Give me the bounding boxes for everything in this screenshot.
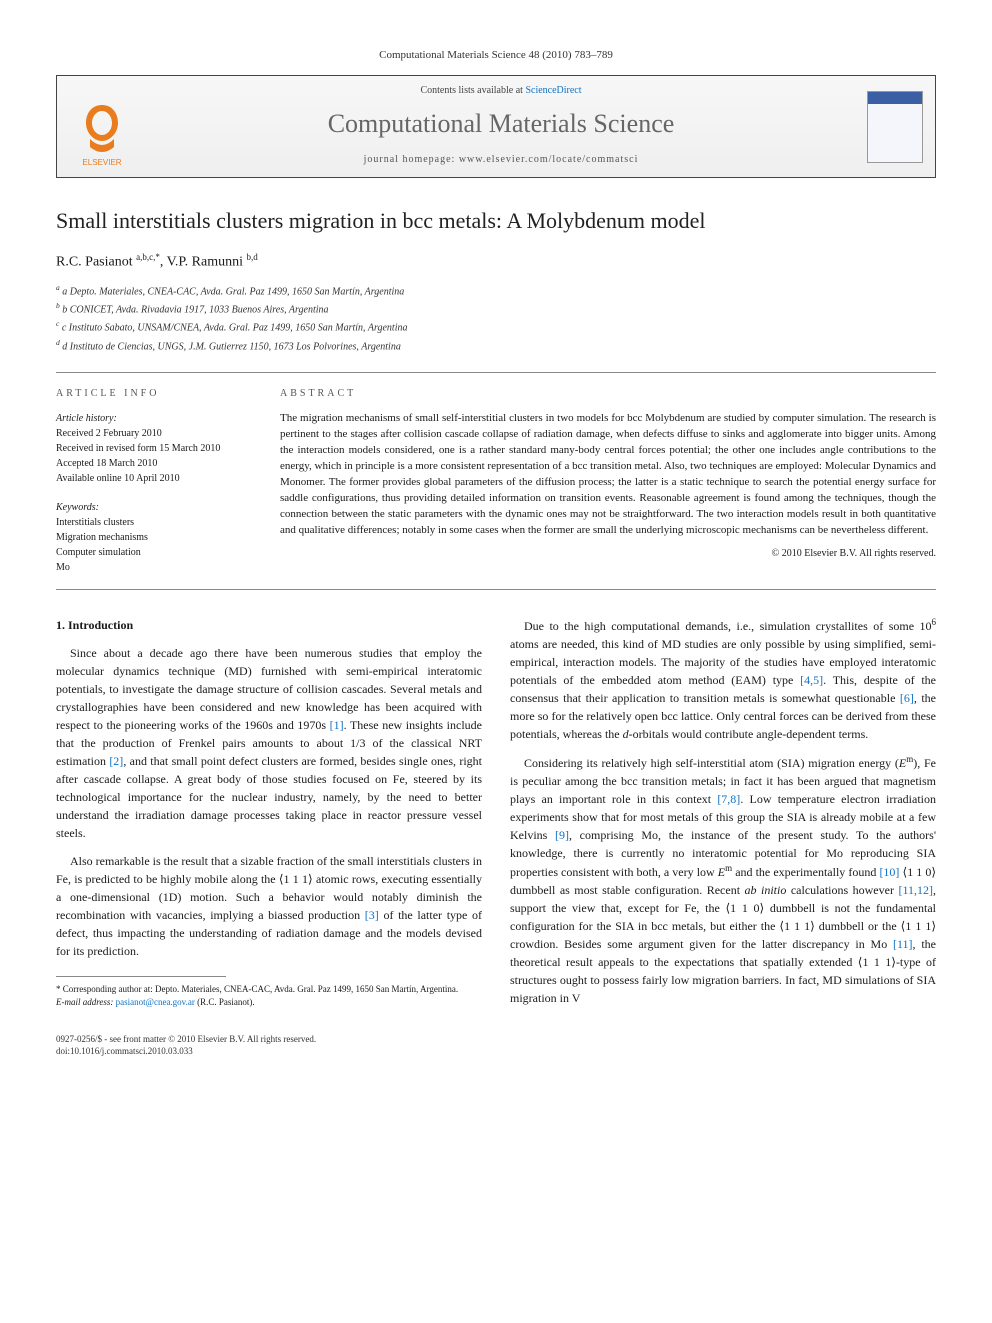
journal-reference: Computational Materials Science 48 (2010… [56,48,936,63]
email-who: (R.C. Pasianot). [197,997,255,1007]
body-paragraph: Since about a decade ago there have been… [56,644,482,842]
section-number: 1. [56,618,65,632]
author-list: R.C. Pasianot a,b,c,*, V.P. Ramunni b,d [56,251,936,272]
footer-front-matter: 0927-0256/$ - see front matter © 2010 El… [56,1033,936,1046]
citation-link[interactable]: [10] [879,865,899,879]
abstract-text: The migration mechanisms of small self-i… [280,411,936,539]
article-meta-row: ARTICLE INFO Article history: Received 2… [56,372,936,575]
history-accepted: Accepted 18 March 2010 [56,456,256,471]
citation-link[interactable]: [9] [555,828,569,842]
cover-thumbnail-cell [855,76,935,176]
section-title: Introduction [68,618,133,632]
page-footer: 0927-0256/$ - see front matter © 2010 El… [56,1033,936,1058]
citation-link[interactable]: [11] [893,937,913,951]
homepage-url: www.elsevier.com/locate/commatsci [459,154,639,165]
citation-link[interactable]: [1] [330,718,344,732]
email-line: E-mail address: pasianot@cnea.gov.ar (R.… [56,996,482,1009]
affiliation-d: d d Instituto de Ciencias, UNGS, J.M. Gu… [56,337,936,354]
keyword-item: Migration mechanisms [56,530,256,545]
section-divider [56,589,936,590]
corresponding-author-note: * Corresponding author at: Depto. Materi… [56,983,482,996]
email-link[interactable]: pasianot@cnea.gov.ar [116,997,195,1007]
keyword-item: Interstitials clusters [56,515,256,530]
citation-link[interactable]: [2] [109,754,123,768]
citation-link[interactable]: [7,8] [717,792,740,806]
abstract-heading: ABSTRACT [280,387,936,401]
abstract-column: ABSTRACT The migration mechanisms of sma… [280,387,936,575]
section-heading: 1. Introduction [56,616,482,634]
journal-header: ELSEVIER Contents lists available at Sci… [56,75,936,177]
homepage-line: journal homepage: www.elsevier.com/locat… [159,153,843,167]
history-revised: Received in revised form 15 March 2010 [56,441,256,456]
article-info-heading: ARTICLE INFO [56,387,256,401]
affiliation-b: b b CONICET, Avda. Rivadavia 1917, 1033 … [56,300,936,317]
footer-doi: doi:10.1016/j.commatsci.2010.03.033 [56,1045,936,1058]
publisher-label: ELSEVIER [82,158,121,167]
body-text: 1. Introduction Since about a decade ago… [56,616,936,1013]
elsevier-logo-icon: ELSEVIER [72,99,132,169]
publisher-logo-cell: ELSEVIER [57,76,147,176]
email-label: E-mail address: [56,997,113,1007]
citation-link[interactable]: [6] [900,691,914,705]
history-received: Received 2 February 2010 [56,426,256,441]
article-history: Article history: Received 2 February 201… [56,411,256,486]
page-root: Computational Materials Science 48 (2010… [0,0,992,1106]
keywords-label: Keywords: [56,500,256,515]
article-title: Small interstitials clusters migration i… [56,206,936,237]
journal-cover-icon [867,91,923,163]
citation-link[interactable]: [4,5] [800,673,823,687]
keyword-item: Mo [56,560,256,575]
citation-link[interactable]: [11,12] [898,883,933,897]
footnote-separator [56,976,226,977]
journal-name: Computational Materials Science [159,106,843,142]
citation-link[interactable]: [3] [365,908,379,922]
article-info-column: ARTICLE INFO Article history: Received 2… [56,387,256,575]
header-middle: Contents lists available at ScienceDirec… [147,76,855,176]
affiliation-c: c c Instituto Sabato, UNSAM/CNEA, Avda. … [56,318,936,335]
history-label: Article history: [56,411,256,426]
sciencedirect-link[interactable]: ScienceDirect [525,85,581,96]
body-paragraph: Due to the high computational demands, i… [510,616,936,743]
history-online: Available online 10 April 2010 [56,471,256,486]
contents-prefix: Contents lists available at [420,85,525,96]
keywords-block: Keywords: Interstitials clusters Migrati… [56,500,256,575]
affiliation-a: a a Depto. Materiales, CNEA-CAC, Avda. G… [56,282,936,299]
footnotes: * Corresponding author at: Depto. Materi… [56,983,482,1008]
body-paragraph: Also remarkable is the result that a siz… [56,852,482,960]
contents-line: Contents lists available at ScienceDirec… [159,84,843,98]
keyword-item: Computer simulation [56,545,256,560]
abstract-copyright: © 2010 Elsevier B.V. All rights reserved… [280,547,936,561]
homepage-prefix: journal homepage: [364,154,459,165]
body-paragraph: Considering its relatively high self-int… [510,753,936,1007]
affiliations: a a Depto. Materiales, CNEA-CAC, Avda. G… [56,282,936,354]
